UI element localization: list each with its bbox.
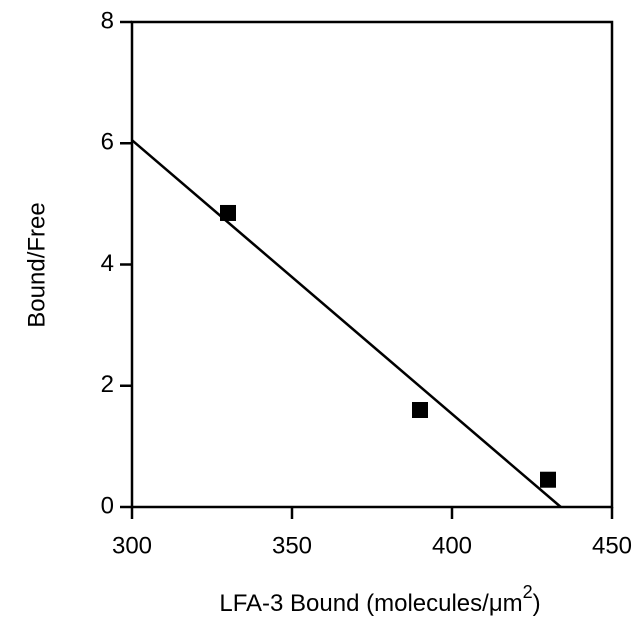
- y-tick-label: 6: [101, 129, 114, 156]
- data-point: [412, 402, 428, 418]
- x-tick-label: 450: [592, 532, 632, 559]
- y-tick-label: 0: [101, 492, 114, 519]
- x-axis-label-end: ): [533, 590, 541, 617]
- fit-line: [131, 139, 562, 508]
- x-axis-label-main: LFA-3 Bound (molecules/μm: [219, 590, 522, 617]
- y-tick-label: 8: [101, 7, 114, 34]
- x-tick-label: 300: [112, 532, 152, 559]
- x-axis-label: LFA-3 Bound (molecules/μm2): [219, 582, 540, 618]
- y-tick-label: 4: [101, 250, 114, 277]
- x-tick-label: 400: [432, 532, 472, 559]
- y-axis-label: Bound/Free: [23, 202, 50, 327]
- x-tick-label: 350: [272, 532, 312, 559]
- data-point: [220, 204, 236, 221]
- y-tick-label: 2: [101, 371, 114, 398]
- x-axis-label-sup: 2: [523, 582, 533, 602]
- data-point: [540, 471, 556, 488]
- plot-frame: [130, 20, 614, 509]
